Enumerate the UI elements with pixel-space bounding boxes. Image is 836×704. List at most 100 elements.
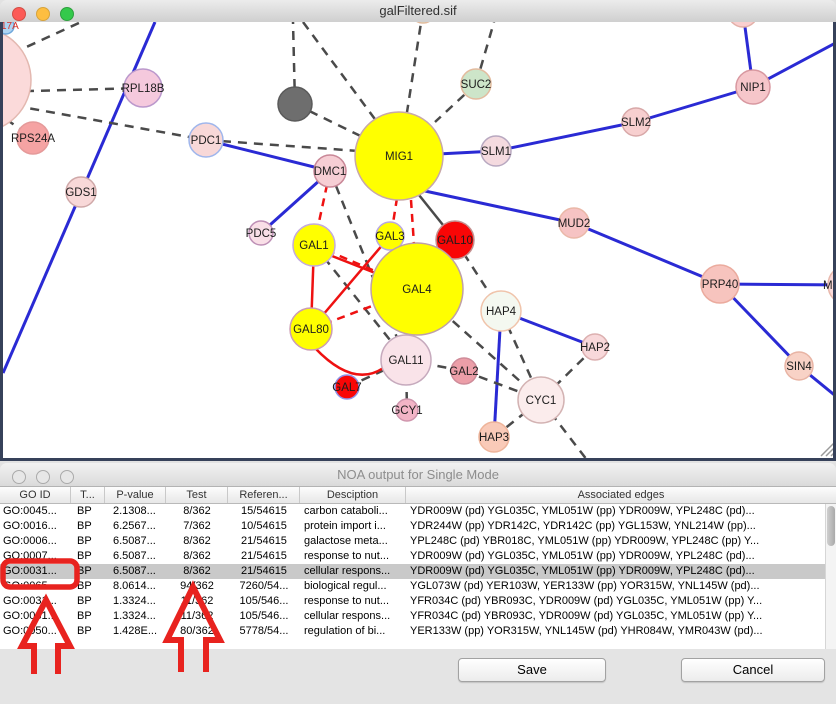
table-cell: 11/362 [180,610,214,622]
node-GAL80[interactable] [289,307,333,351]
node-unlabeled[interactable] [3,28,32,132]
table-row[interactable]: GO:0016... BP 6.2567... 7/362 10/54615 protei… [0,519,836,534]
node-RPL18B[interactable] [123,68,163,108]
node-label: GAL4 [402,284,432,296]
column-header-5[interactable]: Desciption [300,487,406,503]
zoom-button-icon[interactable] [60,470,74,484]
node-GAL7[interactable] [334,374,360,400]
network-titlebar[interactable]: galFiltered.sif [0,0,836,23]
edge-dash [416,288,542,401]
node-unlabeled[interactable] [3,22,15,35]
network-window: galFiltered.sif RPL18B RPS24A GDS1 PDC1 DMC1… [0,0,836,461]
table-row[interactable]: GO:0031... BP 1.3324... 11/362 105/546... res… [0,594,836,609]
table-header-row[interactable]: GO ID T... P-value Test Referen... Desciption… [0,487,836,504]
vertical-scrollbar[interactable] [825,504,836,649]
edge-blue [573,221,721,286]
node-GAL2[interactable] [450,357,478,385]
table-cell: 8/362 [183,535,211,547]
node-HAP4[interactable] [480,290,522,332]
node-PRP40[interactable] [700,264,740,304]
node-label: SUC2 [461,79,492,91]
cancel-button[interactable]: Cancel [681,658,825,682]
node-GCY1[interactable] [395,398,419,422]
table-cell: YDR244W (pp) YDR142C, YDR142C (pp) YGL15… [410,520,756,532]
resize-grip-icon[interactable] [820,442,833,457]
column-header-2[interactable]: P-value [105,487,166,503]
network-canvas[interactable]: RPL18B RPS24A GDS1 PDC1 DMC1 MIG1 SUC2 SLM1 SLM2… [0,22,836,461]
node-SIN4[interactable] [784,351,814,381]
node-CYC1[interactable] [517,376,565,424]
scrollbar-thumb[interactable] [827,506,835,546]
table-row[interactable]: GO:0007... BP 6.5087... 8/362 21/54615 respon… [0,549,836,564]
table-cell: 7260/54... [239,580,289,592]
minimize-button-icon[interactable] [36,7,50,21]
node-GAL3[interactable] [375,221,405,251]
save-button[interactable]: Save [458,658,606,682]
column-header-0[interactable]: GO ID [0,487,71,503]
node-PDC5[interactable] [248,220,274,246]
edge-blue [492,310,503,438]
table-cell: 6.5087... [113,565,156,577]
network-window-title: galFiltered.sif [379,3,457,18]
node-MUD2[interactable] [558,207,590,239]
table-cell: 105/546... [239,595,289,607]
resize-grip-icon[interactable] [830,452,833,457]
node-label: CYC1 [526,395,557,407]
column-header-6[interactable]: Associated edges [577,489,665,501]
node-SLM1[interactable] [480,135,512,167]
table-cell: GO:0006... [3,535,57,547]
node-HAP3[interactable] [478,421,510,453]
node-unlabeled[interactable] [277,86,313,122]
table-cell: BP [77,595,92,607]
noa-window: NOA output for Single Mode GO ID T... P-va… [0,463,836,704]
noa-window-title: NOA output for Single Mode [337,467,499,482]
node-GAL11[interactable] [380,334,432,386]
table-cell: GO:0031... [3,595,57,607]
node-SUC2[interactable] [460,68,492,100]
resize-grip-icon[interactable] [825,447,833,457]
node-label: SLM1 [481,146,511,158]
node-PDC1[interactable] [188,122,224,158]
table-cell: galactose meta... [304,535,388,547]
table-row[interactable]: GO:0050... BP 1.428E... 80/362 5778/54... reg… [0,624,836,639]
node-HAP2[interactable] [581,333,609,361]
column-header-1[interactable]: T... [71,487,105,503]
node-NIP1[interactable] [735,69,771,105]
node-GAL1[interactable] [292,223,336,267]
table-row[interactable]: GO:0006... BP 6.5087... 8/362 21/54615 galact… [0,534,836,549]
table-cell: cellular respons... [304,565,391,577]
close-button-icon[interactable] [12,470,26,484]
node-GAL10[interactable] [435,220,475,260]
table-cell: 1.3324... [113,610,156,622]
node-RPS24A[interactable] [16,121,50,155]
node-DMC1[interactable] [313,154,347,188]
table-cell: YDR009W (pd) YGL035C, YML051W (pp) YDR00… [410,550,755,562]
table-cell: GO:0031... [3,610,57,622]
corner-node-label: 17A [3,22,19,32]
node-label: GDS1 [65,187,96,199]
node-label: GAL1 [299,240,328,252]
close-button-icon[interactable] [12,7,26,21]
table-row[interactable]: GO:0045... BP 2.1308... 8/362 15/54615 carbon… [0,504,836,519]
node-GDS1[interactable] [65,176,97,208]
node-SLM2[interactable] [621,107,651,137]
column-header-3[interactable]: Test [166,487,228,503]
node-unlabeled[interactable] [410,22,436,24]
node-label: SIN4 [786,361,812,373]
node-unlabeled[interactable] [728,22,758,28]
table-cell: response to nut... [304,550,389,562]
table-row[interactable]: GO:0065... BP 8.0614... 94/362 7260/54... bio… [0,579,836,594]
noa-titlebar[interactable]: NOA output for Single Mode [0,463,836,487]
table-row[interactable]: GO:0031... BP 1.3324... 11/362 105/546... cel… [0,609,836,624]
table-row[interactable]: GO:0031... BP 6.5087... 8/362 21/54615 cellul… [0,564,836,579]
zoom-button-icon[interactable] [60,7,74,21]
table-cell: 8/362 [183,565,211,577]
column-header-4[interactable]: Referen... [228,487,300,503]
node-MSN[interactable] [827,265,833,305]
minimize-button-icon[interactable] [36,470,50,484]
table-cell: BP [77,550,92,562]
node-MIG1[interactable] [354,111,444,201]
node-label: PDC1 [191,135,222,147]
node-GAL4[interactable] [370,242,464,336]
edge-blue [3,192,83,374]
